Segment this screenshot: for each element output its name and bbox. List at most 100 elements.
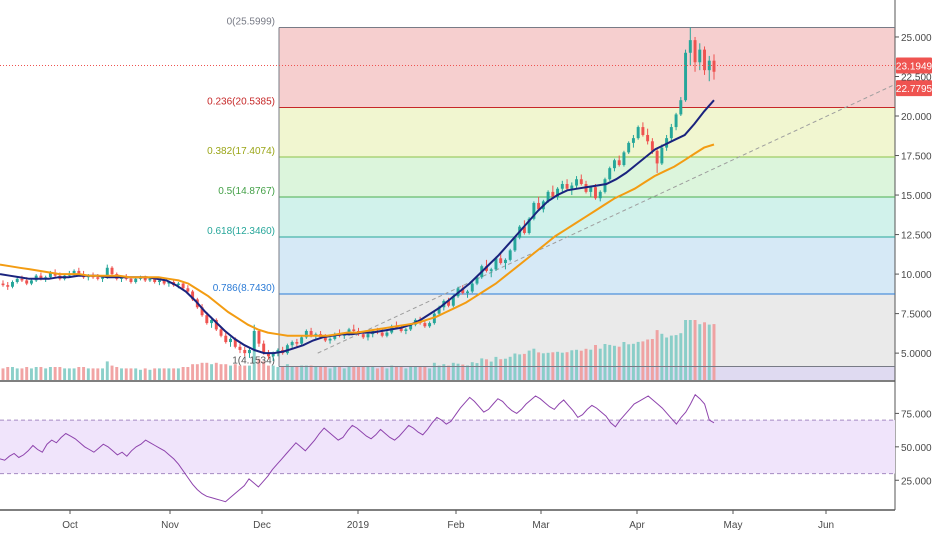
candle: [503, 258, 507, 270]
candle-body: [328, 338, 332, 341]
candle-body: [603, 179, 607, 192]
volume-bar: [91, 368, 95, 380]
candle-body: [622, 152, 626, 166]
volume-bar: [684, 320, 688, 380]
candle-body: [489, 269, 493, 271]
price-tag-box: [896, 80, 932, 97]
volume-bar: [25, 367, 29, 380]
candle-body: [537, 202, 541, 210]
price-tick-label: 17.5000: [901, 152, 932, 163]
volume-bar: [442, 364, 446, 380]
trend-line-dashed[interactable]: [317, 83, 896, 354]
volume-bar: [257, 358, 261, 380]
candle-body: [25, 280, 29, 284]
volume-bar: [423, 367, 427, 380]
candle: [110, 266, 114, 276]
volume-bar: [96, 368, 100, 380]
candle-body: [134, 278, 138, 282]
candle-body: [636, 127, 640, 139]
volume-bar: [570, 350, 574, 380]
candle: [556, 187, 560, 200]
candle-body: [300, 337, 304, 344]
candle-body: [229, 338, 232, 343]
candle-body: [575, 179, 579, 186]
fib-zone-1: [279, 107, 895, 157]
candle: [508, 248, 512, 262]
candle-body: [96, 277, 100, 279]
candle: [257, 329, 261, 347]
volume-bar: [319, 367, 323, 380]
candle: [385, 330, 389, 338]
price-tags: 23.1949 22.7795: [0, 57, 932, 97]
candle-body: [617, 160, 621, 166]
candle-body: [598, 191, 602, 199]
candle: [404, 327, 408, 335]
volume-bar: [176, 368, 180, 380]
volume-bar: [67, 368, 71, 380]
volume-bar: [1, 368, 5, 380]
price-tag-text: 23.1949: [896, 62, 932, 73]
volume-bar: [707, 324, 711, 380]
candle-body: [252, 330, 256, 350]
volume-bar: [622, 342, 626, 380]
candle: [513, 236, 517, 252]
candle: [11, 280, 14, 289]
candle: [470, 281, 474, 294]
rsi-line[interactable]: [0, 393, 715, 503]
volume-bar: [77, 367, 81, 380]
volume-bar: [200, 362, 204, 380]
volume-bar: [115, 367, 119, 380]
fib-label-4: 0.618(12.3460): [207, 226, 275, 237]
volume-bar: [679, 333, 683, 380]
candle: [238, 343, 242, 354]
volume-bar: [385, 368, 389, 380]
rsi-panel[interactable]: [0, 393, 895, 503]
candle-body: [475, 277, 479, 284]
time-label: May: [724, 520, 743, 531]
candle: [560, 180, 564, 192]
candle-body: [110, 267, 114, 275]
candle-body: [148, 278, 152, 281]
volume-bar: [352, 367, 356, 380]
candle: [598, 190, 602, 202]
volume-bar: [627, 344, 631, 380]
volume-bar: [470, 362, 474, 380]
candle-body: [466, 291, 469, 294]
candle: [617, 155, 621, 167]
volume-bar: [338, 367, 342, 380]
volume-bar: [646, 339, 650, 380]
volume-bar: [475, 363, 479, 380]
candle: [674, 112, 678, 131]
candle-body: [693, 40, 697, 63]
candle-body: [39, 275, 43, 279]
candle-body: [15, 278, 19, 282]
rsi-tick-label: 50.0000: [901, 443, 932, 454]
candle-body: [186, 288, 190, 292]
candle: [622, 150, 626, 167]
candle-body: [6, 285, 10, 287]
volume-bar: [366, 367, 370, 380]
candle-body: [309, 330, 313, 336]
volume-bar: [252, 350, 256, 380]
candle-body: [551, 191, 555, 197]
volume-bar: [527, 350, 531, 380]
volume-bar: [485, 359, 488, 380]
volume-bar: [636, 341, 640, 380]
candle: [134, 277, 138, 284]
volume-bar: [290, 367, 294, 380]
volume-bar: [575, 349, 579, 380]
candle: [537, 196, 541, 211]
candle-body: [366, 334, 370, 338]
volume-bar: [669, 335, 673, 380]
volume-bar: [357, 367, 360, 380]
fib-label-6: 1(4.1534): [232, 356, 275, 367]
fibonacci-levels[interactable]: 0(25.5999) 0.236(20.5385) 0.382(17.4074) 0.…: [207, 16, 895, 368]
candle: [693, 36, 697, 72]
trend-line[interactable]: [317, 83, 896, 354]
candle-body: [660, 147, 664, 164]
candle-body: [594, 187, 597, 199]
candle: [579, 174, 583, 186]
volume-bar: [594, 345, 597, 380]
candle: [466, 289, 469, 298]
